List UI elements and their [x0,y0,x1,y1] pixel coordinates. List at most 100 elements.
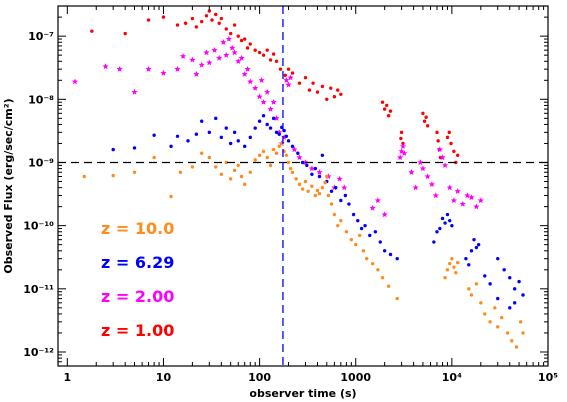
data-point [329,189,334,193]
legend-entry: z = 1.00 [101,321,174,340]
data-point [349,237,354,242]
data-point [270,99,277,105]
data-point [248,135,252,140]
data-point [286,139,291,143]
data-point [443,221,447,225]
data-point [264,88,271,95]
data-point [236,139,240,143]
data-point [514,345,519,349]
series-1 [71,35,484,218]
data-point [224,160,228,165]
x-tick-label: 10⁴ [442,371,462,384]
x-axis-title: observer time (s) [249,387,356,400]
data-point [193,70,200,77]
data-point [253,158,257,162]
data-point [419,165,426,172]
data-point [228,31,233,36]
data-point [467,287,471,291]
data-point [244,65,251,72]
data-point [339,92,343,97]
data-point [320,153,325,157]
data-point [265,155,269,160]
data-point [300,187,305,191]
data-point [450,256,454,261]
data-point [284,153,289,157]
data-point [344,230,349,234]
data-point [424,115,428,119]
data-point [111,173,115,178]
data-point [483,312,487,316]
data-point [347,202,351,206]
data-point [521,293,525,297]
data-point [493,306,497,310]
data-point [283,73,287,77]
data-point [454,188,461,194]
data-point [285,81,292,88]
data-point [183,21,188,25]
data-point [510,339,514,343]
y-tick-label: 10⁻¹¹ [23,283,54,296]
data-point [214,12,218,17]
data-point [417,159,424,166]
data-point [152,155,156,160]
data-point [248,42,252,46]
data-point [186,139,190,143]
data-point [438,226,442,231]
data-point [132,146,137,150]
data-point [274,59,279,63]
data-point [242,37,247,41]
data-point [207,155,212,160]
data-point [211,46,218,53]
data-point [145,65,152,72]
data-point [455,260,460,265]
data-point [189,56,196,63]
data-point [382,107,387,111]
data-point [268,163,273,168]
data-point [315,188,320,193]
data-point [488,282,492,286]
data-point [261,53,266,57]
data-point [370,261,375,266]
data-point [313,166,318,171]
data-point [508,275,512,280]
data-point [245,46,250,50]
data-point [449,141,453,146]
data-point [231,49,238,56]
data-point [265,122,269,127]
data-point [336,175,343,182]
data-point [325,174,329,179]
data-point [445,268,450,272]
data-point [286,160,291,165]
x-tick-label: 10 [156,371,172,384]
data-point [436,146,443,153]
series-0 [90,9,460,165]
data-point [198,61,205,68]
data-point [257,119,262,123]
data-point [274,130,279,135]
data-point [290,170,295,174]
data-point [373,230,378,234]
data-point [174,65,181,72]
data-point [294,177,298,181]
data-point [385,103,389,108]
data-point [450,197,457,204]
data-point [464,256,468,261]
data-point [474,282,479,286]
data-point [448,261,452,266]
data-point [297,81,302,85]
data-point [323,180,327,185]
data-point [496,256,500,261]
data-point [286,67,291,71]
data-point [190,165,195,169]
data-point [310,172,314,176]
data-point [131,88,138,95]
data-point [160,69,167,76]
data-point [376,268,380,272]
data-point [303,179,308,184]
data-point [90,29,94,33]
data-point [369,204,376,211]
plot-frame [57,5,549,367]
data-point [381,211,388,218]
data-point [508,306,512,310]
data-point [200,151,204,155]
